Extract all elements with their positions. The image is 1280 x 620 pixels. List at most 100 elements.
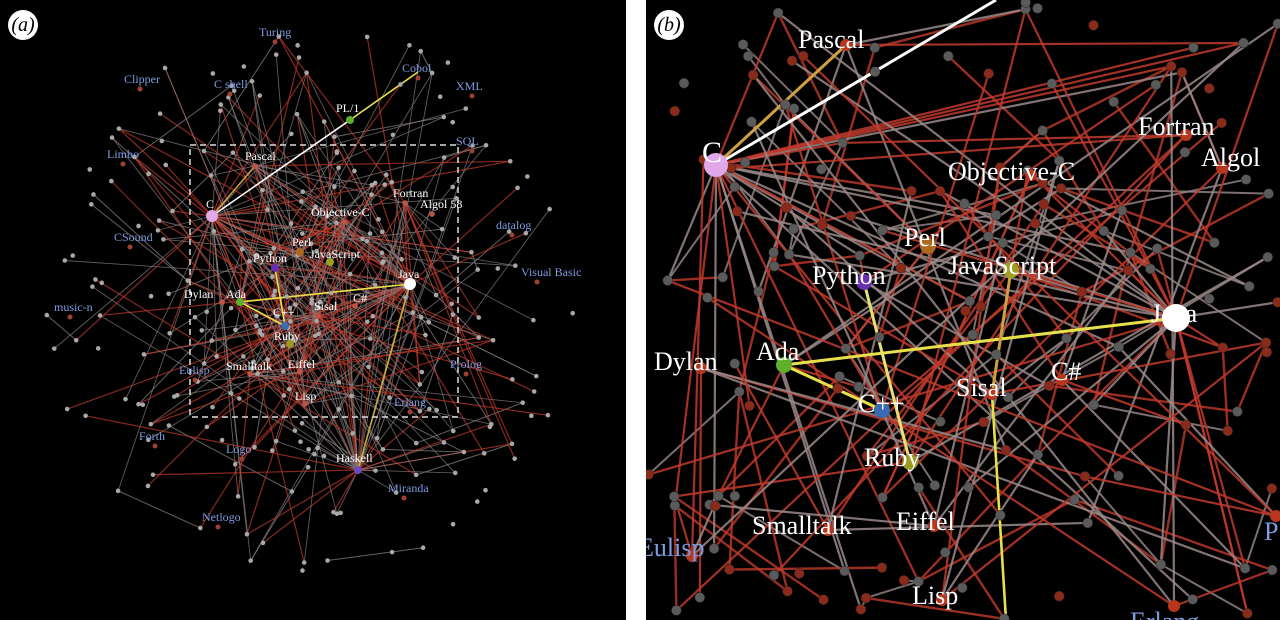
node [336, 165, 341, 170]
edge [376, 202, 406, 439]
edge [344, 221, 376, 286]
edge [125, 215, 213, 400]
panel-a-label: (a) [8, 10, 38, 40]
node [441, 155, 447, 160]
node-clipper [137, 86, 143, 92]
node [994, 162, 1006, 173]
node [276, 34, 282, 39]
edge [163, 221, 346, 240]
edge [715, 71, 1183, 167]
node [379, 250, 385, 256]
node [454, 195, 459, 201]
edge [306, 72, 359, 471]
node [1272, 18, 1280, 29]
node [407, 42, 412, 48]
edge [92, 286, 359, 471]
node [461, 449, 467, 455]
node [268, 250, 273, 256]
edge [317, 315, 426, 336]
node [275, 313, 280, 319]
node [296, 55, 302, 60]
node [218, 108, 223, 114]
edge [917, 486, 1006, 620]
node [83, 413, 88, 419]
edge-highlight [357, 283, 411, 471]
node [116, 126, 122, 131]
node [91, 192, 96, 197]
node [450, 119, 456, 125]
node [1053, 590, 1065, 602]
node [463, 106, 469, 111]
node [1113, 470, 1124, 482]
edge [249, 337, 479, 375]
node [62, 258, 68, 263]
edge [713, 387, 839, 550]
node [332, 184, 337, 190]
label-ada: Ada [226, 287, 247, 301]
edge [327, 547, 424, 562]
node [265, 357, 270, 362]
node [1055, 183, 1067, 194]
node [816, 219, 828, 231]
node [300, 189, 306, 194]
edge [274, 206, 316, 269]
node [1082, 517, 1093, 529]
label-perl: Perl [292, 235, 312, 249]
edge [667, 279, 1277, 518]
edge [706, 296, 1175, 607]
node [210, 404, 215, 410]
node [975, 301, 987, 312]
node [314, 318, 319, 324]
label-algol: Algol [1201, 143, 1260, 172]
node-visual-basic [534, 279, 540, 285]
node [963, 482, 974, 493]
node-csharp [352, 303, 358, 309]
node [531, 389, 537, 394]
node [534, 373, 539, 379]
node [772, 7, 784, 19]
node [136, 401, 141, 407]
node-datalog [509, 232, 515, 238]
edge [197, 249, 243, 382]
node [162, 65, 168, 71]
node [1179, 147, 1191, 158]
node-sql [469, 148, 475, 154]
edge [673, 495, 825, 601]
node [840, 343, 852, 354]
edge [827, 521, 1088, 532]
edge [783, 363, 859, 388]
node [284, 294, 289, 300]
edge [118, 128, 213, 217]
edge [409, 283, 454, 432]
edge [157, 215, 213, 231]
edge [715, 46, 1194, 167]
node [1239, 563, 1251, 574]
node [157, 111, 163, 116]
node [845, 210, 857, 222]
edge [1084, 475, 1277, 518]
node-algol [1216, 162, 1228, 174]
node [1204, 293, 1215, 305]
node [1150, 79, 1162, 91]
node [338, 510, 343, 516]
node [943, 50, 954, 62]
edge [111, 137, 215, 232]
edge [788, 253, 883, 411]
edge [773, 265, 993, 395]
node [1113, 341, 1124, 353]
edge [251, 81, 301, 373]
node [389, 549, 395, 555]
node [1216, 117, 1227, 129]
label-pascal: Pascal [798, 25, 864, 54]
edge [647, 390, 740, 476]
node [1244, 281, 1255, 292]
panel-b-nodes [646, 0, 1280, 620]
node [88, 202, 94, 207]
edge [357, 423, 492, 471]
node [742, 50, 754, 62]
node [280, 368, 286, 374]
node [1044, 380, 1055, 392]
edge [357, 437, 378, 471]
edge [389, 283, 411, 398]
